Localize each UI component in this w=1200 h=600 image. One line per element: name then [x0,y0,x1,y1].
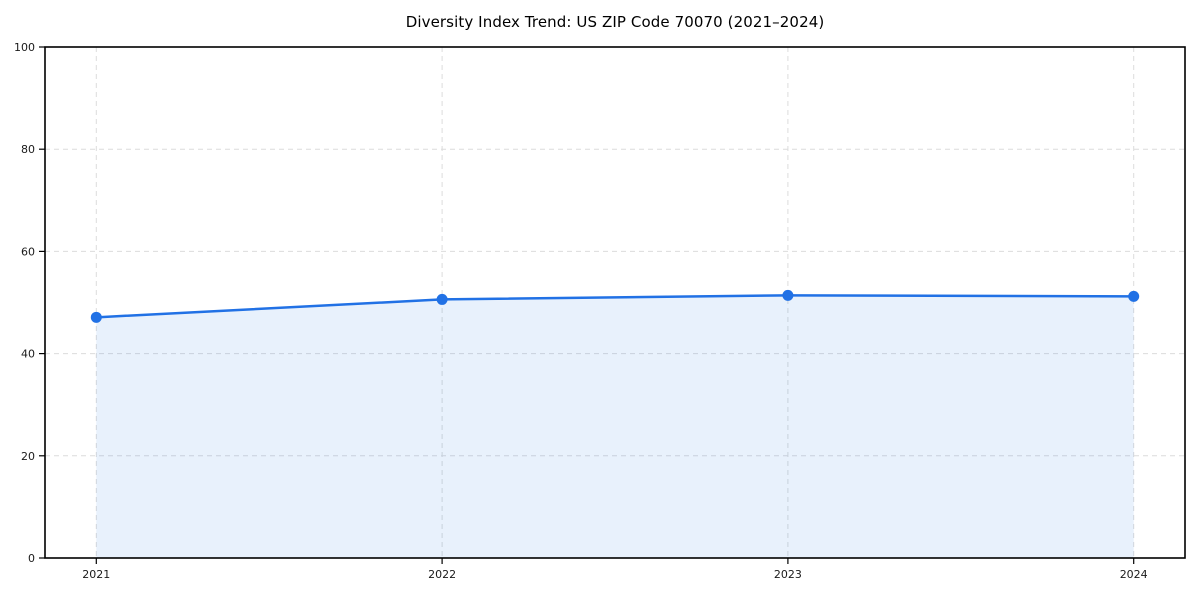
x-tick-label: 2021 [82,568,110,581]
x-tick-label: 2023 [774,568,802,581]
y-tick-label: 40 [21,348,35,361]
trend-line [95,294,1135,319]
data-point-2024 [1128,290,1140,302]
data-point-2022 [436,293,448,305]
y-tick-label: 100 [14,41,35,54]
x-tick-label: 2022 [428,568,456,581]
y-tick-label: 0 [28,552,35,565]
area-fill [96,295,1134,558]
data-point-2021 [90,311,102,323]
x-tick-label: 2024 [1120,568,1148,581]
data-point-2023 [782,289,794,301]
chart-title: Diversity Index Trend: US ZIP Code 70070… [405,13,825,31]
y-tick-label: 80 [21,143,35,156]
y-tick-label: 20 [21,450,35,463]
plot-border [44,46,1186,559]
y-tick-label: 60 [21,245,35,258]
